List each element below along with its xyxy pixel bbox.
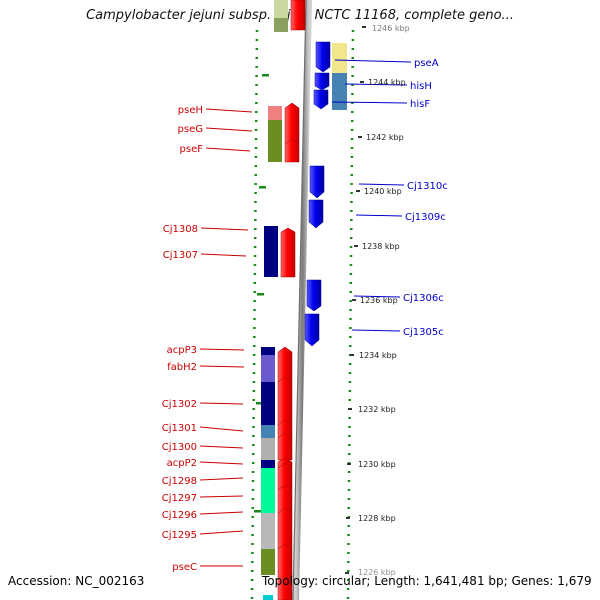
gene-label-fabH2: fabH2	[167, 362, 197, 373]
scale-label: 1238 kbp	[362, 242, 400, 251]
scale-label: 1226 kbp	[358, 568, 396, 577]
gene-label-pseH: pseH	[178, 105, 203, 116]
accession-text: Accession: NC_002163	[8, 574, 145, 588]
gene-label-cj1310c: Cj1310c	[407, 181, 448, 192]
scale-label: 1246 kbp	[372, 24, 410, 33]
gene-label-pseG: pseG	[178, 124, 203, 135]
scale-label: 1244 kbp	[368, 78, 406, 87]
gene-label-cj1309c: Cj1309c	[405, 212, 446, 223]
right-leader-lines	[331, 59, 412, 332]
scale-label: 1234 kbp	[359, 351, 397, 360]
scale-labels: 1246 kbp 1244 kbp 1242 kbp 1240 kbp 1238…	[358, 24, 410, 577]
scale-label: 1236 kbp	[360, 296, 398, 305]
gene-label-cj1308: Cj1308	[163, 224, 198, 235]
gene-label-acpP2: acpP2	[167, 458, 197, 469]
cog-track-right	[332, 43, 347, 110]
scale-label: 1230 kbp	[358, 460, 396, 469]
left-leader-lines	[199, 108, 253, 567]
right-gene-labels: pseA hisH hisF Cj1310c Cj1309c Cj1306c C…	[403, 58, 448, 338]
gene-label-cj1302: Cj1302	[162, 399, 197, 410]
gene-label-acpP3: acpP3	[167, 345, 197, 356]
genome-backbone	[293, 0, 312, 600]
forward-genes	[277, 0, 306, 600]
scale-label: 1242 kbp	[366, 133, 404, 142]
scale-ticks	[345, 26, 366, 574]
left-gene-labels: pseH pseG pseF Cj1308 Cj1307 acpP3 fabH2…	[162, 105, 203, 573]
gene-label-cj1296: Cj1296	[162, 510, 197, 521]
gene-label-pseC: pseC	[172, 562, 197, 573]
gc-skew-ticks	[254, 74, 269, 513]
genome-backbone-edge	[292, 0, 307, 600]
gene-label-cj1305c: Cj1305c	[403, 327, 444, 338]
gene-label-cj1300: Cj1300	[162, 442, 197, 453]
gene-label-cj1298: Cj1298	[162, 476, 197, 487]
gene-label-cj1306c: Cj1306c	[403, 293, 444, 304]
gene-label-cj1297: Cj1297	[162, 493, 197, 504]
gene-label-cj1301: Cj1301	[162, 423, 197, 434]
scale-label: 1232 kbp	[358, 405, 396, 414]
scale-label: 1228 kbp	[358, 514, 396, 523]
genome-summary-text: Topology: circular; Length: 1,641,481 bp…	[262, 574, 592, 588]
gene-label-cj1295: Cj1295	[162, 530, 197, 541]
gene-label-cj1307: Cj1307	[163, 250, 198, 261]
gene-label-pseA: pseA	[414, 58, 439, 69]
reverse-genes	[304, 41, 331, 347]
cog-track-left	[261, 0, 288, 600]
gene-label-hisH: hisH	[410, 81, 432, 92]
scale-label: 1240 kbp	[364, 187, 402, 196]
gene-label-hisF: hisF	[410, 99, 430, 110]
gene-label-pseF: pseF	[180, 144, 204, 155]
